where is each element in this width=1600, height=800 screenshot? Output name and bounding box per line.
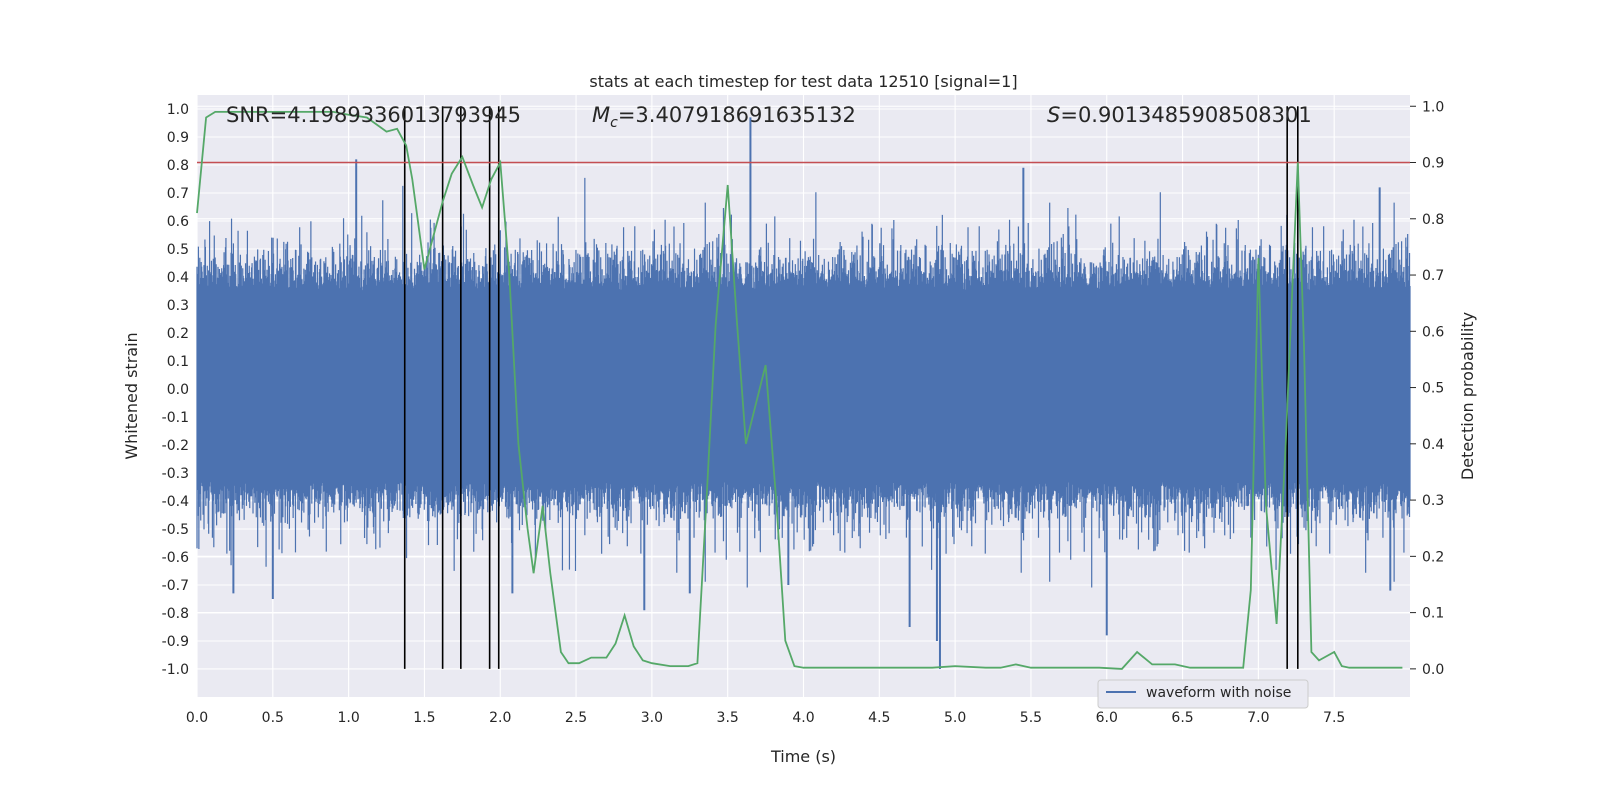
spin-annotation: S=0.9013485908508301 bbox=[1047, 103, 1312, 127]
y-left-tick-label: -1.0 bbox=[162, 662, 189, 678]
chart-title: stats at each timestep for test data 125… bbox=[589, 72, 1017, 91]
y-right-tick-label: 0.1 bbox=[1422, 606, 1444, 622]
y-left-tick-label: -0.4 bbox=[162, 494, 189, 510]
y-left-tick-label: 0.6 bbox=[167, 214, 189, 230]
x-tick-label: 5.5 bbox=[1020, 710, 1042, 726]
y-left-tick-label: -0.2 bbox=[162, 438, 189, 454]
y-left-tick-label: 0.3 bbox=[167, 298, 189, 314]
y-right-tick-label: 0.9 bbox=[1422, 156, 1444, 172]
x-tick-label: 0.5 bbox=[262, 710, 284, 726]
y-left-tick-label: -0.9 bbox=[162, 634, 189, 650]
chirp-mass-value: =3.407918691635132 bbox=[618, 103, 856, 127]
x-tick-label: 7.5 bbox=[1323, 710, 1345, 726]
y-right-tick-label: 0.7 bbox=[1422, 268, 1444, 284]
y-right-tick-label: 0.3 bbox=[1422, 493, 1444, 509]
y-left-tick-label: -0.8 bbox=[162, 606, 189, 622]
y-axis-left-label: Whitened strain bbox=[122, 332, 141, 459]
waveform-series bbox=[196, 117, 1411, 669]
y-left-tick-label: 0.2 bbox=[167, 326, 189, 342]
y-right-tick-label: 0.6 bbox=[1422, 324, 1444, 340]
y-left-tick-label: -0.5 bbox=[162, 522, 189, 538]
y-right-tick-label: 1.0 bbox=[1422, 99, 1444, 115]
y-left-tick-label: -0.7 bbox=[162, 578, 189, 594]
probability-series bbox=[196, 111, 1403, 670]
x-tick-label: 3.0 bbox=[641, 710, 663, 726]
x-tick-label: 2.5 bbox=[565, 710, 587, 726]
legend-label: waveform with noise bbox=[1146, 685, 1291, 701]
y-right-tick-label: 0.0 bbox=[1422, 662, 1444, 678]
y-left-tick-label: -0.3 bbox=[162, 466, 189, 482]
y-left-tick-label: 0.5 bbox=[167, 242, 189, 258]
spin-value: =0.9013485908508301 bbox=[1060, 103, 1311, 127]
y-axis-right-label: Detection probability bbox=[1458, 312, 1477, 480]
y-left-tick-label: 1.0 bbox=[167, 102, 189, 118]
chirp-mass-annotation: Mc=3.407918691635132 bbox=[592, 103, 856, 131]
legend-box bbox=[1097, 679, 1309, 709]
y-right-tick-label: 0.5 bbox=[1422, 381, 1444, 397]
x-tick-label: 6.0 bbox=[1096, 710, 1118, 726]
x-tick-label: 4.0 bbox=[792, 710, 814, 726]
legend: waveform with noise bbox=[1097, 679, 1309, 709]
y-left-tick-label: 0.0 bbox=[167, 382, 189, 398]
chirp-mass-symbol: M bbox=[592, 103, 610, 127]
x-tick-label: 1.5 bbox=[413, 710, 435, 726]
probability-line bbox=[196, 111, 1403, 670]
x-tick-label: 2.0 bbox=[489, 710, 511, 726]
y-left-tick-label: 0.7 bbox=[167, 186, 189, 202]
axes: 0.0 0.5 1.0 1.5 2.0 2.5 3.0 3.5 4.0 4.5 5.0 5.5 6.0 6… bbox=[162, 99, 1445, 726]
spin-symbol: S bbox=[1047, 103, 1060, 127]
y-right-tick-label: 0.8 bbox=[1422, 212, 1444, 228]
y-left-tick-label: -0.1 bbox=[162, 410, 189, 426]
x-axis-label: Time (s) bbox=[770, 747, 836, 766]
x-tick-label: 5.0 bbox=[944, 710, 966, 726]
y-right-tick-label: 0.4 bbox=[1422, 437, 1444, 453]
y-left-tick-label: 0.1 bbox=[167, 354, 189, 370]
waveform-core bbox=[197, 305, 1410, 473]
x-tick-label: 6.5 bbox=[1171, 710, 1193, 726]
x-tick-label: 0.0 bbox=[186, 710, 208, 726]
x-tick-label: 4.5 bbox=[868, 710, 890, 726]
snr-annotation: SNR=4.1989336013793945 bbox=[226, 103, 521, 127]
y-left-tick-label: 0.4 bbox=[167, 270, 189, 286]
x-tick-label: 3.5 bbox=[717, 710, 739, 726]
y-left-tick-label: -0.6 bbox=[162, 550, 189, 566]
y-left-tick-label: 0.8 bbox=[167, 158, 189, 174]
y-right-tick-label: 0.2 bbox=[1422, 549, 1444, 565]
x-tick-label: 7.0 bbox=[1247, 710, 1269, 726]
chirp-mass-subscript: c bbox=[610, 115, 618, 131]
y-left-tick-label: 0.9 bbox=[167, 130, 189, 146]
x-tick-label: 1.0 bbox=[337, 710, 359, 726]
